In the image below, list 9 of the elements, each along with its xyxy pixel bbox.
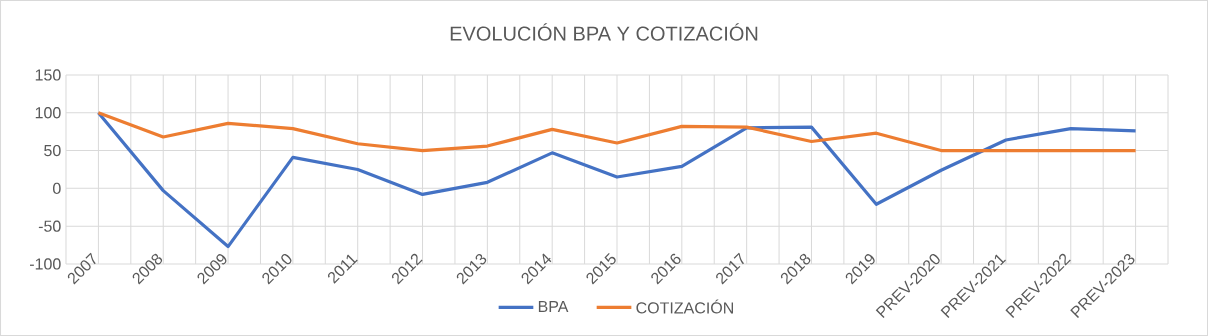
y-tick-label: -50 [38, 220, 61, 232]
legend-label: COTIZACIÓN [636, 299, 733, 314]
y-tick-label: -100 [29, 258, 61, 270]
y-tick-label: 50 [44, 144, 61, 157]
legend-label: BPA [538, 300, 569, 312]
y-tick-label: 0 [53, 182, 61, 195]
y-tick-label: 100 [35, 107, 61, 119]
y-tick-label: 150 [35, 69, 61, 81]
chart-title: EVOLUCIÓN BPA Y COTIZACIÓN [450, 23, 758, 41]
